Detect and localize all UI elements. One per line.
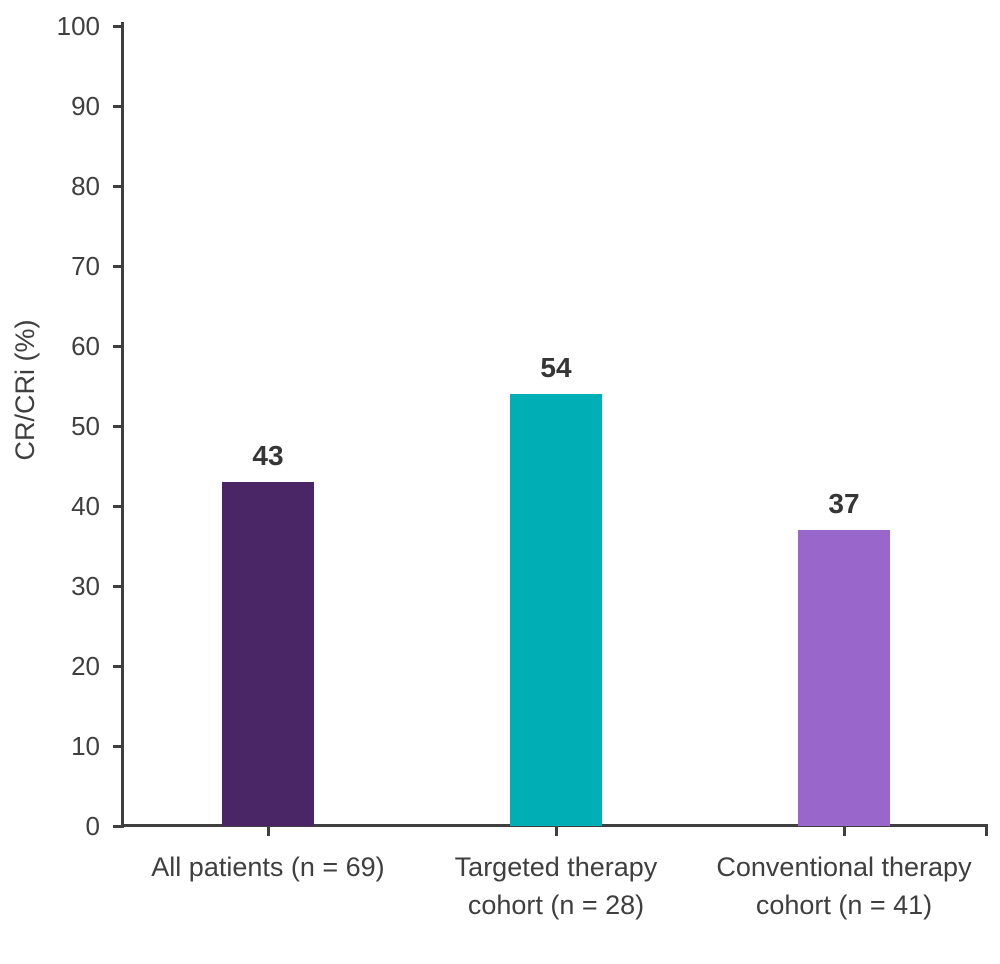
y-tick-label: 20 [71, 651, 100, 681]
bar-2 [510, 394, 602, 826]
y-tick [113, 264, 124, 268]
y-tick [113, 344, 124, 348]
bar-3 [798, 530, 890, 826]
y-tick-label: 90 [71, 91, 100, 121]
x-category-label: Targeted therapy cohort (n = 28) [406, 848, 706, 924]
y-tick [113, 24, 124, 28]
y-tick-label: 30 [71, 571, 100, 601]
y-tick-label: 0 [85, 811, 100, 841]
bar-1 [222, 482, 314, 826]
x-category-label-line: cohort (n = 28) [467, 890, 645, 920]
y-tick [113, 104, 124, 108]
y-tick [113, 184, 124, 188]
x-category-label: All patients (n = 69) [118, 848, 418, 886]
x-tick [266, 827, 270, 836]
y-tick [113, 504, 124, 508]
x-category-label: Conventional therapy cohort (n = 41) [694, 848, 994, 924]
bar-value-label: 54 [540, 352, 572, 383]
y-tick [113, 664, 124, 668]
y-tick [113, 584, 124, 588]
y-tick-label: 70 [71, 251, 100, 281]
y-tick-label: 60 [71, 331, 100, 361]
x-tick [842, 827, 846, 836]
y-tick [113, 424, 124, 428]
x-category-label-line: cohort (n = 41) [755, 890, 933, 920]
y-axis-title: CR/CRi (%) [10, 319, 40, 461]
bar-value-label: 37 [828, 488, 860, 519]
y-tick-label: 50 [71, 411, 100, 441]
x-axis-end-tick [985, 827, 988, 836]
y-tick-label: 40 [71, 491, 100, 521]
y-tick [113, 824, 124, 828]
x-category-label-line: All patients (n = 69) [151, 852, 385, 882]
bar-value-label: 43 [252, 440, 284, 471]
y-tick [113, 744, 124, 748]
y-tick-label: 10 [71, 731, 100, 761]
x-category-label-line: Conventional therapy [716, 852, 972, 882]
y-tick-label: 80 [71, 171, 100, 201]
x-category-label-line: Targeted therapy [454, 852, 658, 882]
x-tick [554, 827, 558, 836]
y-tick-label: 100 [56, 11, 100, 41]
